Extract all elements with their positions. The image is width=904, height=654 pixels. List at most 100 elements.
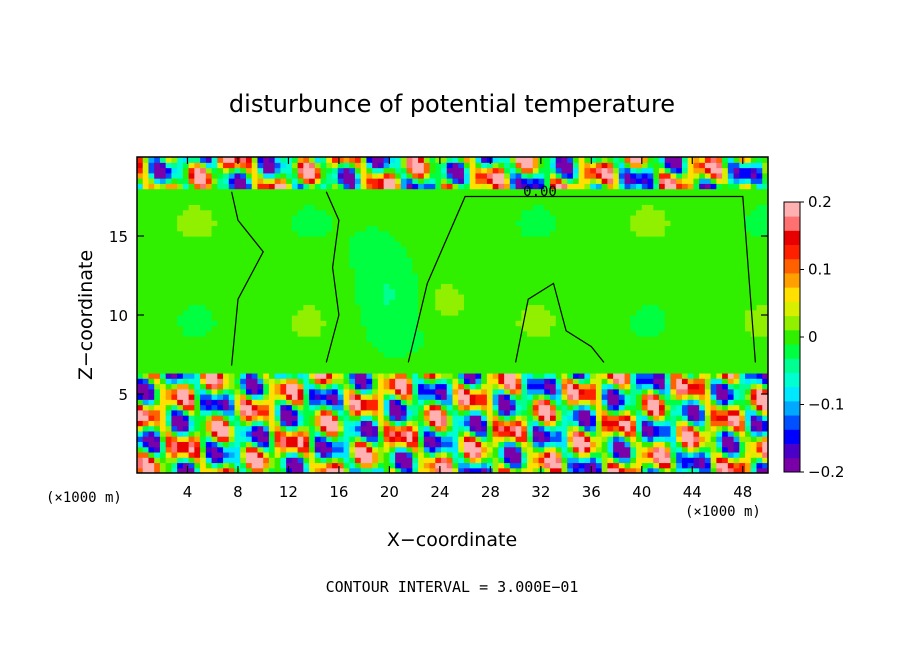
- field-cell: [389, 399, 396, 406]
- field-cell: [182, 220, 190, 227]
- field-cell: [486, 378, 494, 385]
- field-cell: [400, 420, 408, 427]
- field-cell: [320, 425, 327, 432]
- field-cell: [607, 304, 614, 311]
- field-cell: [188, 230, 195, 237]
- field-cell: [555, 394, 563, 400]
- field-cell: [544, 378, 551, 385]
- field-cell: [590, 278, 597, 284]
- field-cell: [469, 399, 477, 406]
- field-cell: [343, 299, 350, 306]
- field-cell: [555, 199, 563, 205]
- field-cell: [251, 309, 259, 316]
- field-cell: [171, 283, 178, 290]
- field-cell: [550, 378, 557, 385]
- field-cell: [280, 315, 287, 321]
- field-cell: [257, 272, 264, 279]
- field-cell: [326, 188, 333, 195]
- field-cell: [332, 451, 339, 458]
- field-cell: [406, 404, 413, 411]
- field-cell: [326, 341, 333, 348]
- field-cell: [504, 183, 511, 190]
- field-cell: [429, 399, 436, 406]
- field-cell: [360, 162, 368, 169]
- field-cell: [240, 378, 247, 385]
- field-cell: [509, 183, 517, 190]
- field-cell: [372, 351, 379, 358]
- field-cell: [389, 404, 396, 411]
- field-cell: [165, 278, 173, 284]
- field-cell: [211, 267, 218, 274]
- field-cell: [171, 199, 178, 205]
- field-cell: [142, 404, 150, 411]
- field-cell: [309, 236, 316, 242]
- field-cell: [182, 272, 190, 279]
- field-cell: [509, 388, 517, 395]
- field-cell: [492, 399, 499, 406]
- field-cell: [389, 362, 396, 369]
- field-cell: [326, 241, 333, 248]
- field-cell: [567, 267, 574, 274]
- field-cell: [245, 299, 253, 306]
- field-cell: [154, 209, 161, 216]
- field-cell: [297, 251, 304, 258]
- field-cell: [366, 404, 373, 411]
- field-cell: [389, 220, 396, 227]
- field-cell: [188, 451, 195, 458]
- field-cell: [177, 341, 184, 348]
- field-cell: [492, 441, 499, 448]
- field-cell: [268, 451, 276, 458]
- field-cell: [366, 467, 373, 473]
- field-cell: [584, 157, 591, 163]
- field-cell: [309, 420, 316, 427]
- field-cell: [584, 288, 591, 295]
- field-cell: [263, 383, 270, 390]
- field-cell: [435, 283, 442, 290]
- field-cell: [400, 404, 408, 411]
- field-cell: [521, 214, 528, 221]
- field-cell: [245, 351, 253, 358]
- field-cell: [486, 404, 494, 411]
- field-cell: [469, 278, 477, 284]
- field-cell: [148, 204, 155, 211]
- field-cell: [148, 214, 155, 221]
- field-cell: [527, 367, 534, 374]
- field-cell: [372, 425, 379, 432]
- field-cell: [188, 278, 195, 284]
- field-cell: [303, 262, 310, 269]
- field-cell: [475, 404, 482, 411]
- field-cell: [326, 425, 333, 432]
- field-cell: [240, 278, 247, 284]
- field-cell: [435, 378, 442, 385]
- field-cell: [561, 157, 568, 163]
- field-cell: [446, 315, 454, 321]
- field-cell: [446, 441, 454, 448]
- field-cell: [481, 278, 488, 284]
- field-cell: [498, 304, 505, 311]
- field-cell: [607, 299, 614, 306]
- field-cell: [188, 336, 195, 342]
- field-cell: [280, 367, 287, 374]
- field-cell: [590, 309, 597, 316]
- field-cell: [137, 357, 144, 363]
- field-cell: [297, 320, 304, 327]
- field-cell: [217, 315, 224, 321]
- field-cell: [572, 257, 580, 263]
- field-cell: [354, 346, 362, 353]
- field-cell: [441, 236, 448, 242]
- field-cell: [544, 315, 551, 321]
- field-cell: [257, 283, 264, 290]
- field-cell: [469, 178, 477, 184]
- field-cell: [360, 341, 368, 348]
- field-cell: [188, 404, 195, 411]
- field-cell: [521, 330, 528, 337]
- field-cell: [280, 462, 287, 469]
- field-cell: [245, 225, 253, 232]
- field-cell: [486, 262, 494, 269]
- field-cell: [314, 241, 322, 248]
- field-cell: [349, 304, 356, 311]
- field-cell: [303, 362, 310, 369]
- field-cell: [286, 220, 293, 227]
- field-cell: [389, 304, 396, 311]
- field-cell: [200, 193, 207, 200]
